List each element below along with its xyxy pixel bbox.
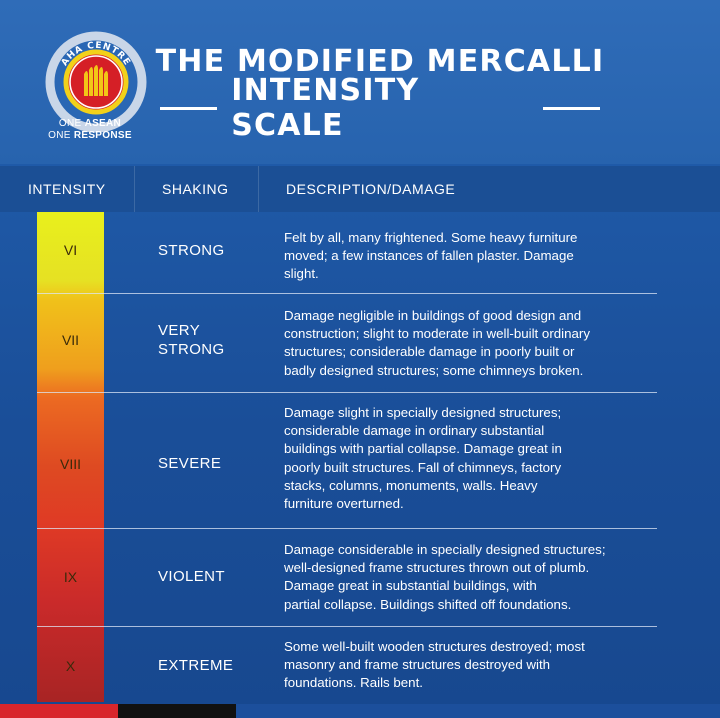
page-title-line-2-row: INTENSITY SCALE: [160, 73, 601, 143]
title-rule-right: [542, 106, 601, 110]
intensity-value: VI: [63, 242, 78, 258]
column-description: DESCRIPTION/DAMAGE: [286, 181, 456, 197]
bottom-stripe-red: [0, 704, 118, 718]
logo-tagline: ONE ASEAN ONE RESPONSE: [48, 118, 132, 141]
bottom-stripe-black: [118, 704, 236, 718]
column-intensity: INTENSITY: [28, 181, 106, 197]
title-rule-left: [160, 106, 218, 110]
row-divider: [37, 626, 657, 627]
column-separator: [134, 166, 135, 212]
aha-centre-logo: AHA CENTRE: [45, 31, 147, 133]
row-divider: [37, 528, 657, 529]
row-divider: [37, 293, 657, 294]
damage-description: Felt by all, many frightened. Some heavy…: [284, 230, 578, 282]
shaking-level: EXTREME: [158, 657, 234, 674]
intensity-value: X: [65, 658, 76, 674]
bottom-stripe-blue: [236, 704, 720, 718]
column-separator: [258, 166, 259, 212]
column-header: INTENSITY SHAKING DESCRIPTION/DAMAGE: [0, 166, 720, 212]
column-shaking: SHAKING: [162, 181, 229, 197]
shaking-level: SEVERE: [158, 455, 222, 472]
damage-description: Some well-built wooden structures destro…: [284, 639, 585, 691]
damage-description: Damage slight in specially designed stru…: [284, 405, 562, 512]
damage-description: Damage negligible in buildings of good d…: [284, 308, 590, 378]
shaking-level: VIOLENT: [158, 568, 225, 585]
intensity-value: VIII: [59, 456, 81, 472]
header: AHA CENTRE ONE ASEAN ONE RESPONSE THE MO…: [0, 0, 720, 164]
row-divider: [37, 392, 657, 393]
page-title-line-2: INTENSITY SCALE: [231, 73, 420, 143]
shaking-level: VERY STRONG: [158, 322, 225, 358]
shaking-level: STRONG: [158, 242, 225, 259]
intensity-value: IX: [63, 569, 78, 585]
damage-description: Damage considerable in specially designe…: [284, 542, 606, 612]
intensity-value: VII: [61, 332, 80, 348]
page-title-line-1: THE MODIFIED MERCALLI: [155, 44, 605, 79]
